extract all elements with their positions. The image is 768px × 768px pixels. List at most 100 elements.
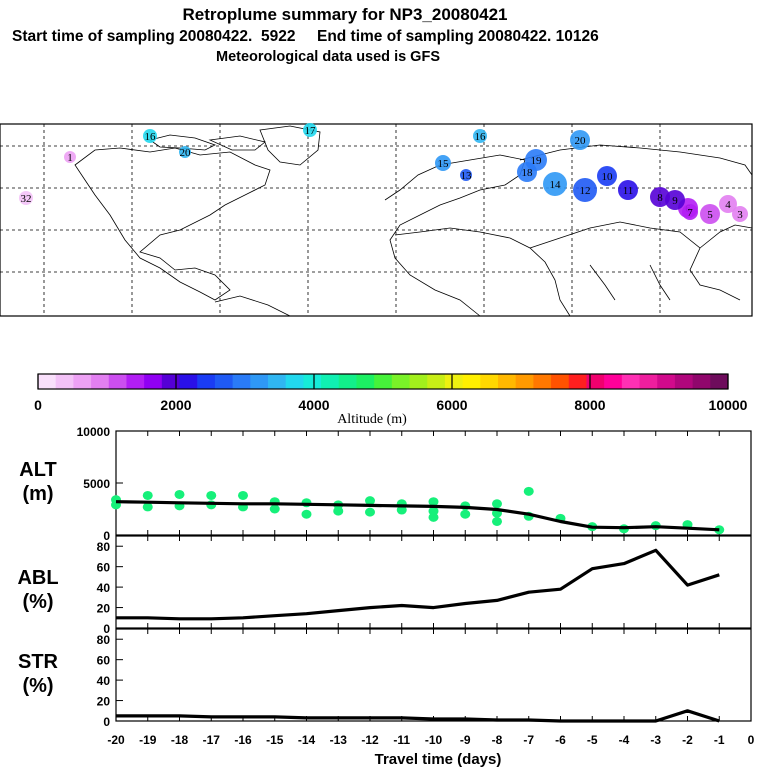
colorbar-cell [568, 374, 587, 389]
colorbar-cell [126, 374, 145, 389]
str-yunit: (%) [22, 675, 53, 697]
alt-yunit: (m) [22, 483, 53, 505]
colorbar-cell [108, 374, 127, 389]
colorbar-cell [409, 374, 428, 389]
alt-ytick-label: 0 [103, 529, 110, 543]
alt-scatter-point [238, 490, 248, 500]
colorbar-tick-label: 6000 [436, 397, 467, 413]
str-ytick-label: 80 [97, 633, 111, 647]
x-tick-label: -12 [361, 733, 379, 747]
alt-scatter-point [301, 509, 312, 519]
map-point: 4 [719, 195, 737, 213]
colorbar-cell [674, 374, 694, 389]
abl-series-line [116, 548, 720, 621]
colorbar-tick-label: 4000 [298, 397, 329, 413]
str-ytick-label: 20 [97, 695, 111, 709]
alt-scatter-point [396, 505, 407, 515]
colorbar-cell [285, 374, 304, 389]
trajectory-map: 161716201918151310865431129711142032 [0, 123, 753, 317]
map-point-label: 19 [531, 155, 543, 167]
sampling-times: Start time of sampling 20080422. 5922 En… [12, 28, 599, 45]
colorbar-cell [161, 374, 181, 389]
alt-scatter-point [492, 499, 502, 509]
x-tick-label: -11 [393, 733, 410, 747]
map-point-label: 13 [461, 170, 473, 182]
x-tick-label: -5 [587, 733, 598, 747]
colorbar-tick-label: 0 [34, 397, 42, 413]
map-point-label: 9 [672, 195, 678, 207]
map-point: 7 [682, 204, 698, 220]
alt-scatter-point [142, 502, 153, 512]
abl-ylabel: ABL [17, 567, 58, 589]
colorbar-cell [692, 374, 711, 389]
colorbar-cell [303, 374, 322, 389]
map-point-label: 16 [145, 131, 157, 143]
map-point-label: 32 [21, 193, 32, 205]
str-ytick-label: 0 [103, 715, 110, 729]
colorbar-cell [710, 374, 729, 389]
colorbar-cell [232, 374, 251, 389]
x-tick-label: -17 [203, 733, 221, 747]
alt-scatter-point [269, 504, 280, 514]
abl-ytick-label: 0 [103, 622, 110, 636]
map-point-label: 17 [305, 125, 317, 137]
colorbar-cell [533, 374, 552, 389]
colorbar-cell [621, 374, 641, 389]
map-point: 13 [460, 169, 472, 182]
x-tick-label: -8 [492, 733, 503, 747]
map-point: 17 [303, 123, 317, 137]
colorbar-cell [91, 374, 110, 389]
x-tick-label: -15 [266, 733, 284, 747]
alt-scatter-point [460, 509, 471, 519]
colorbar-cell [268, 374, 287, 389]
alt-ytick-label: 5000 [83, 477, 110, 491]
alt-scatter-point [523, 486, 534, 496]
x-tick-label: -7 [523, 733, 534, 747]
x-axis-ticklabels: -20 -19 -18 -17 -16 -15 -14 -13 -12 -11 -10 -9 -8 -7-… [107, 733, 754, 747]
x-tick-label: -16 [234, 733, 252, 747]
colorbar-cell [444, 374, 464, 389]
colorbar-cell [515, 374, 534, 389]
colorbar-cell [374, 374, 393, 389]
map-point-label: 14 [550, 179, 562, 191]
map-point-label: 4 [725, 199, 731, 211]
colorbar-cell [73, 374, 92, 389]
map-point: 1 [64, 151, 76, 164]
map-point-label: 18 [522, 167, 534, 179]
colorbar-label: Altitude (m) [337, 412, 407, 427]
map-point-label: 12 [580, 185, 591, 197]
colorbar-cell [321, 374, 340, 389]
x-tick-label: -3 [650, 733, 661, 747]
map-point: 20 [570, 130, 590, 150]
alt-ylabel: ALT [19, 459, 56, 481]
coastlines [74, 125, 753, 317]
colorbar-cell [250, 374, 269, 389]
map-point-label: 20 [575, 135, 587, 147]
colorbar-cell [38, 374, 57, 389]
str-ylabel: STR [18, 651, 59, 673]
x-tick-label: -19 [139, 733, 157, 747]
alt-scatter-point [174, 489, 185, 499]
map-point-label: 20 [180, 147, 192, 159]
alt-scatter-point [428, 506, 439, 516]
map-point-label: 1 [67, 152, 73, 164]
altitude-colorbar: 0 2000 4000 6000 8000 10000 Altitude (m) [34, 373, 748, 427]
colorbar-cell [551, 374, 570, 389]
map-point-label: 7 [687, 207, 693, 219]
x-axis-label: Travel time (days) [375, 751, 502, 768]
x-tick-label: -6 [555, 733, 566, 747]
colorbar-cell [498, 374, 517, 389]
meteo-source: Meteorological data used is GFS [216, 49, 440, 65]
alt-scatter-point [428, 497, 439, 507]
x-tick-label: -20 [107, 733, 125, 747]
map-point-label: 11 [623, 185, 634, 197]
map-point: 8 [650, 187, 670, 207]
colorbar-cell [480, 374, 499, 389]
colorbar-cell [197, 374, 216, 389]
map-point: 5 [700, 204, 720, 224]
alt-ytick-label: 10000 [77, 425, 111, 439]
colorbar-cell [604, 374, 623, 389]
colorbar-cell [391, 374, 411, 389]
abl-ytick-label: 60 [97, 561, 111, 575]
colorbar-cell [338, 374, 357, 389]
